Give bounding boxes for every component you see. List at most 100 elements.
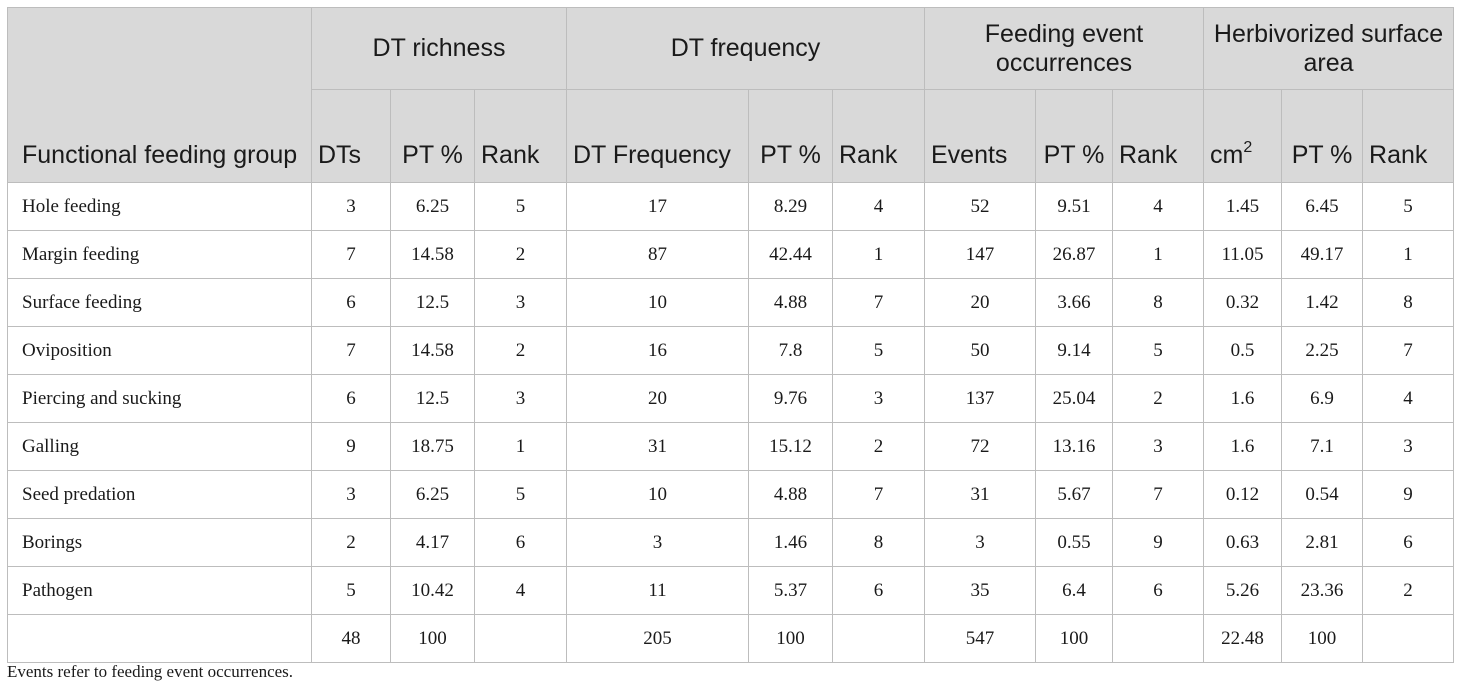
- table-cell: 12.5: [390, 278, 475, 327]
- table-cell: 9: [1362, 470, 1455, 519]
- table-cell: 9: [311, 422, 391, 471]
- row-label: Pathogen: [7, 566, 312, 615]
- header-sub-row: DTs PT % Rank DT Frequency PT % Rank Eve…: [8, 89, 1455, 183]
- table-cell: 4: [1111, 182, 1205, 231]
- header-pt-area: PT %: [1281, 89, 1364, 183]
- table-cell: 6.9: [1281, 374, 1364, 423]
- header-dts: DTs: [311, 89, 391, 183]
- header-functional-group: Functional feeding group: [7, 7, 312, 183]
- table-cell: 20: [566, 374, 749, 423]
- table-cell: 3: [1111, 422, 1205, 471]
- table-cell: 547: [924, 614, 1036, 663]
- table-cell: 0.54: [1281, 470, 1364, 519]
- row-label: Oviposition: [7, 326, 312, 375]
- table-cell: 50: [924, 326, 1036, 375]
- table-cell: 2: [1362, 566, 1455, 615]
- table-cell: 8.29: [748, 182, 833, 231]
- header-dt-frequency-count: DT Frequency: [566, 89, 749, 183]
- table-cell: 6.25: [390, 470, 475, 519]
- table-cell: 6.25: [390, 182, 475, 231]
- table-cell: 3: [924, 518, 1036, 567]
- table-cell: 9.51: [1035, 182, 1113, 231]
- table-cell: 1.6: [1203, 422, 1283, 471]
- table-cell: 7: [1362, 326, 1455, 375]
- table-cell: 1.42: [1281, 278, 1364, 327]
- table-cell: 137: [924, 374, 1036, 423]
- table-cell: 7: [311, 230, 391, 279]
- table-cell: 10.42: [390, 566, 475, 615]
- table-cell: 16: [566, 326, 749, 375]
- table-cell: 4.88: [748, 470, 833, 519]
- table-cell: 1.6: [1203, 374, 1283, 423]
- table-cell: 7: [311, 326, 391, 375]
- row-label: Surface feeding: [7, 278, 312, 327]
- table-row: Seed predation 3 6.25 5 10 4.88 7 31 5.67 7 0.12 0.…: [7, 470, 1455, 519]
- table-cell: 2: [474, 326, 567, 375]
- table-cell: 4.88: [748, 278, 833, 327]
- table-cell: 5: [1362, 182, 1455, 231]
- table-cell: 2.25: [1281, 326, 1364, 375]
- table-row: Surface feeding 6 12.5 3 10 4.88 7 20 3.66 8 0.32 1…: [7, 278, 1455, 327]
- table-cell: 0.32: [1203, 278, 1283, 327]
- table-cell: 22.48: [1203, 614, 1283, 663]
- table-cell: 2: [1111, 374, 1205, 423]
- table-cell: 31: [566, 422, 749, 471]
- totals-row: 48 100 205 100 547 100 22.48 100: [7, 614, 1455, 663]
- table-cell: 23.36: [1281, 566, 1364, 615]
- table-cell: 100: [390, 614, 475, 663]
- table-cell: 0.5: [1203, 326, 1283, 375]
- table-cell: 6: [832, 566, 925, 615]
- table-cell: 2: [474, 230, 567, 279]
- table-cell: 205: [566, 614, 749, 663]
- table-cell: 3: [474, 374, 567, 423]
- table-row: Borings 2 4.17 6 3 1.46 8 3 0.55 9 0.63 2.81 6: [7, 518, 1455, 567]
- header-rank-frequency: Rank: [832, 89, 925, 183]
- row-label: Galling: [7, 422, 312, 471]
- table-cell: 3: [1362, 422, 1455, 471]
- table-cell: 4: [1362, 374, 1455, 423]
- header-pt-richness: PT %: [390, 89, 475, 183]
- header-events: Events: [924, 89, 1036, 183]
- table-cell: 1: [474, 422, 567, 471]
- table-cell: 3: [832, 374, 925, 423]
- table-row: Margin feeding 7 14.58 2 87 42.44 1 147 26.87 1 11…: [7, 230, 1455, 279]
- table-footnote: Events refer to feeding event occurrence…: [7, 662, 294, 681]
- header-cm-superscript: 2: [1243, 138, 1253, 156]
- table-cell: 48: [311, 614, 391, 663]
- table-cell: 7: [832, 278, 925, 327]
- row-label: Borings: [7, 518, 312, 567]
- header-pt-events: PT %: [1035, 89, 1113, 183]
- table-row: Galling 9 18.75 1 31 15.12 2 72 13.16 3 1.6 7.1 3: [7, 422, 1455, 471]
- table-cell: 10: [566, 278, 749, 327]
- table-cell: 5.26: [1203, 566, 1283, 615]
- table-cell: 25.04: [1035, 374, 1113, 423]
- table-cell: 3: [311, 470, 391, 519]
- row-label: Seed predation: [7, 470, 312, 519]
- table-cell: 72: [924, 422, 1036, 471]
- table-cell: 2.81: [1281, 518, 1364, 567]
- table-cell: 14.58: [390, 326, 475, 375]
- table-cell: 7: [1111, 470, 1205, 519]
- table-cell: 87: [566, 230, 749, 279]
- table-cell: 9.76: [748, 374, 833, 423]
- table-cell: 26.87: [1035, 230, 1113, 279]
- row-label: Margin feeding: [7, 230, 312, 279]
- table-cell: 4.17: [390, 518, 475, 567]
- table-cell: 3: [566, 518, 749, 567]
- table-cell: 8: [1111, 278, 1205, 327]
- table-cell: 6: [311, 278, 391, 327]
- header-dt-frequency: DT frequency: [566, 7, 925, 90]
- table-cell: 5.67: [1035, 470, 1113, 519]
- table-cell: 3: [474, 278, 567, 327]
- table-cell: 35: [924, 566, 1036, 615]
- table-cell: 42.44: [748, 230, 833, 279]
- table-cell: 20: [924, 278, 1036, 327]
- table-cell: 31: [924, 470, 1036, 519]
- table-cell: 1: [832, 230, 925, 279]
- header-rank-events: Rank: [1111, 89, 1205, 183]
- table-cell: 11: [566, 566, 749, 615]
- table-cell: 3.66: [1035, 278, 1113, 327]
- table-cell: 15.12: [748, 422, 833, 471]
- table-body: Hole feeding 3 6.25 5 17 8.29 4 52 9.51 4 1.45 6.45…: [7, 182, 1455, 663]
- table-cell: 10: [566, 470, 749, 519]
